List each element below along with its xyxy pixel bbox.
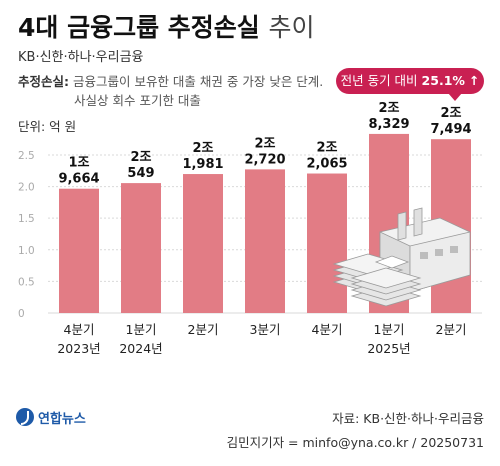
bar xyxy=(307,173,347,313)
page-title: 4대 금융그룹 추정손실 추이 xyxy=(18,8,315,44)
value-label-unit: 2조 xyxy=(192,141,213,156)
x-tick-label: 4분기 xyxy=(312,322,343,337)
y-tick-label: 1.0 xyxy=(18,245,35,257)
up-arrow-icon: ↑ xyxy=(468,73,480,88)
value-label-unit: 2조 xyxy=(378,101,399,116)
x-tick-year: 2024년 xyxy=(119,341,162,356)
y-tick-label: 0.5 xyxy=(18,276,35,288)
bar xyxy=(121,183,161,313)
unit-label: 단위: 억 원 xyxy=(18,119,77,134)
y-tick-label: 0 xyxy=(18,308,25,320)
chimney-icon xyxy=(397,211,407,241)
yonhap-logo: 연합뉴스 xyxy=(16,406,86,428)
x-tick-label: 2분기 xyxy=(436,322,467,337)
value-label-amount: 2,720 xyxy=(244,152,285,167)
logo-text: 연합뉴스 xyxy=(38,411,86,427)
definition-line-2: 사실상 회수 포기한 대출 xyxy=(74,93,201,108)
factory-illustration xyxy=(332,207,471,307)
callout-pointer xyxy=(448,93,462,101)
window-icon xyxy=(450,246,458,253)
value-label-amount: 9,664 xyxy=(58,172,99,187)
bar xyxy=(59,188,99,313)
y-tick-label: 2.0 xyxy=(18,182,35,194)
x-tick-year: 2025년 xyxy=(367,341,410,356)
source-note: 자료: KB·신한·하나·우리금융 xyxy=(332,411,484,426)
value-label-unit: 1조 xyxy=(68,156,89,171)
yoy-callout: 전년 동기 대비 25.1% ↑ xyxy=(336,68,484,94)
value-label-amount: 7,494 xyxy=(430,122,471,137)
bar xyxy=(245,169,285,313)
money-bundle-icon xyxy=(374,255,410,269)
value-label-amount: 549 xyxy=(127,166,154,181)
value-label-amount: 2,065 xyxy=(306,157,347,172)
y-tick-label: 2.5 xyxy=(18,150,35,162)
value-label-amount: 8,329 xyxy=(368,117,409,132)
x-tick-label: 1분기 xyxy=(374,322,405,337)
value-label-unit: 2조 xyxy=(254,136,275,151)
window-icon xyxy=(435,249,443,256)
x-tick-year: 2023년 xyxy=(57,341,100,356)
chimney-icon xyxy=(413,207,423,237)
money-stack-icon xyxy=(350,267,422,289)
callout-value: 25.1% xyxy=(421,73,465,88)
credit-note: 김민지기자 = minfo@yna.co.kr / 20250731 xyxy=(226,435,484,450)
title-bold: 4대 금융그룹 추정손실 xyxy=(18,13,260,42)
labels: 00.51.01.52.02.5 1조9,6644분기2023년2조5491분기2… xyxy=(18,101,472,356)
x-tick-label: 2분기 xyxy=(188,322,219,337)
title-light: 추이 xyxy=(268,13,315,42)
x-tick-label: 3분기 xyxy=(250,322,281,337)
bar xyxy=(183,174,223,313)
window-icon xyxy=(420,252,428,259)
value-label-unit: 2조 xyxy=(130,150,151,165)
definition-label: 추정손실: xyxy=(18,74,69,89)
subtitle: KB·신한·하나·우리금융 xyxy=(18,50,144,65)
definition-line-1: 추정손실: 금융그룹이 보유한 대출 채권 중 가장 낮은 단계. xyxy=(18,71,323,90)
x-tick-label: 4분기 xyxy=(64,322,95,337)
value-label-unit: 2조 xyxy=(440,106,461,121)
yonhap-logo-icon xyxy=(16,408,34,426)
x-tick-label: 1분기 xyxy=(126,322,157,337)
callout-prefix: 전년 동기 대비 xyxy=(340,73,418,88)
value-label-amount: 1,981 xyxy=(182,157,223,172)
y-tick-label: 1.5 xyxy=(18,213,35,225)
definition-text-1: 금융그룹이 보유한 대출 채권 중 가장 낮은 단계. xyxy=(72,74,324,89)
value-label-unit: 2조 xyxy=(316,141,337,156)
